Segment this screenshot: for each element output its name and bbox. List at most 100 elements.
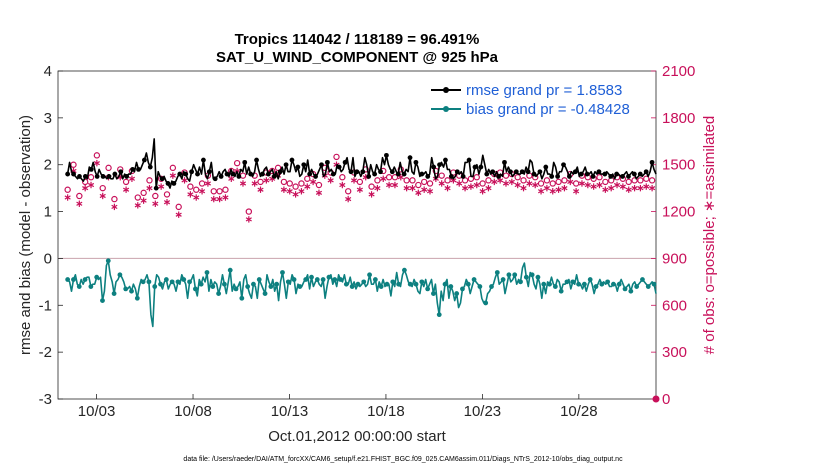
y-right-tick-label: 1200 [662,204,695,221]
obs-possible-marker [210,188,217,195]
bias-point [396,281,401,287]
rmse-point [342,159,348,165]
rmse-point [189,169,195,175]
obs-assimilated-marker [479,188,486,195]
legend-rmse-label: rmse grand pr = 1.8583 [466,82,622,99]
rmse-point [206,169,212,175]
obs-zero-marker [652,395,660,403]
bias-point [436,312,442,318]
obs-assimilated-marker [198,188,206,195]
bias-series [65,258,657,328]
obs-possible-marker [514,174,521,181]
rmse-point [82,174,88,179]
x-tick-label: 10/23 [464,403,502,420]
bias-point [599,281,605,287]
obs-assimilated-marker [631,184,638,192]
rmse-point [265,171,271,177]
obs-possible-marker [356,178,364,186]
bias-point [529,272,535,278]
obs-assimilated-marker [491,178,498,186]
obs-possible-marker [368,183,375,190]
bias-point [343,281,349,287]
rmse-point [295,164,301,170]
y-tick-label: 4 [44,63,52,80]
obs-assimilated-marker [637,184,644,192]
rmse-point [100,174,106,179]
bias-point [442,281,448,287]
rmse-point [147,164,153,170]
obs-assimilated-marker [345,195,352,203]
rmse-point [106,174,112,179]
bias-point [88,284,94,289]
obs-assimilated-marker [140,197,147,204]
bias-point [570,279,576,285]
rmse-point [301,162,307,168]
bias-point [332,277,338,282]
rmse-point [348,169,354,175]
y-axis-left: -3 -2 -1 0 1 2 3 4 [39,63,63,408]
obs-assimilated-marker [526,180,533,187]
obs-assimilated-marker [257,186,264,193]
bias-point [645,284,651,289]
obs-possible-marker [274,164,282,172]
obs-possible-marker [105,164,112,172]
obs-assimilated-marker [549,188,556,195]
rmse-point [466,157,472,163]
obs-assimilated-marker [444,184,451,192]
obs-possible-marker [648,177,656,184]
rmse-point [159,176,165,182]
bias-point [117,272,123,278]
bias-point [146,279,152,285]
obs-possible-marker [485,177,492,184]
rmse-point [443,157,448,163]
rmse-point [212,176,218,182]
obs-assimilated-marker [93,159,100,167]
bias-point [640,277,645,282]
bias-point [274,281,280,287]
rmse-point [448,174,454,179]
rmse-point [254,157,259,163]
obs-assimilated-marker [128,175,136,182]
obs-possible-marker [286,180,293,187]
bias-point [628,288,634,294]
y-axis-right-label: # of obs: o=possible; ∗=assimilated [701,116,718,355]
obs-assimilated-marker [567,178,574,186]
obs-assimilated-marker [625,186,632,193]
bias-point [523,274,529,280]
rmse-point [584,171,590,177]
bias-point [611,281,616,287]
bias-point [576,281,581,287]
y-tick-label: 1 [44,204,52,221]
obs-possible-marker [134,194,141,201]
bias-point [158,281,163,287]
y-right-tick-label: 1800 [662,110,695,127]
obs-assimilated-marker [596,181,603,189]
obs-assimilated-marker [193,194,200,201]
rmse-point [319,162,324,168]
rmse-point [513,169,519,175]
bias-point [129,288,134,294]
obs-possible-marker [473,174,480,181]
bias-point [320,277,326,282]
y-tick-label: 0 [44,250,52,267]
rmse-point [460,174,466,179]
bias-point [634,284,640,289]
obs-assimilated-marker [298,188,305,195]
rmse-point [112,171,118,177]
rmse-point [165,181,171,186]
bias-point [349,284,355,289]
obs-assimilated-marker [327,177,334,184]
y-tick-label: 3 [44,110,52,127]
rmse-point [472,164,478,170]
rmse-point [395,171,401,177]
rmse-point [490,169,496,175]
bias-point [105,258,111,264]
rmse-point [136,167,141,172]
obs-assimilated-marker [602,186,609,193]
bias-point [384,281,390,287]
rmse-point [177,171,183,177]
obs-possible-marker [93,152,101,159]
bias-point [65,277,71,282]
obs-possible-marker [81,178,89,186]
obs-possible-marker [122,178,130,186]
